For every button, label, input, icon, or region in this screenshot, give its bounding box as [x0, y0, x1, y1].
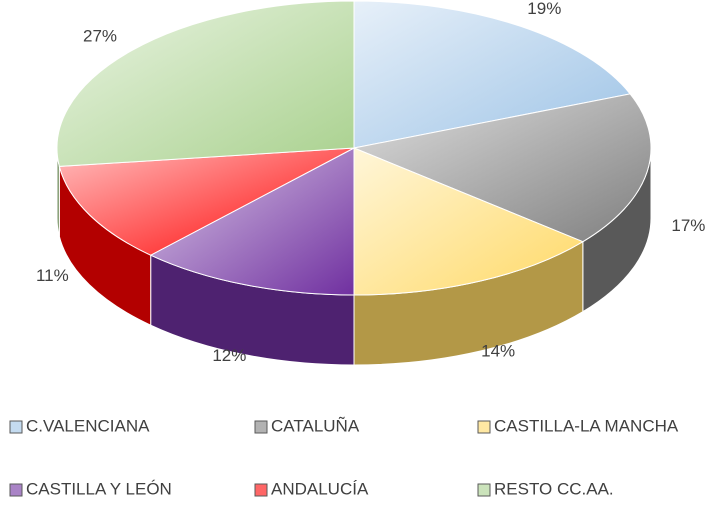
legend-label: CASTILLA Y LEÓN	[26, 479, 172, 498]
data-label: 12%	[212, 346, 246, 365]
data-label: 17%	[671, 216, 705, 235]
legend-label: ANDALUCÍA	[271, 479, 369, 498]
legend-label: CATALUÑA	[271, 416, 360, 435]
legend-swatch	[254, 420, 268, 434]
labels: 19% 17% 14% 12% 11% 27%	[36, 0, 705, 365]
data-label: 27%	[83, 27, 117, 46]
legend-swatch	[477, 483, 491, 497]
data-label: 19%	[527, 0, 561, 18]
pie-slice	[149, 147, 355, 296]
legend-swatch	[477, 420, 491, 434]
pie-slice	[352, 93, 652, 243]
legend-swatch	[9, 420, 23, 434]
pie-tops	[56, 0, 652, 296]
legend-label: CASTILLA-LA MANCHA	[494, 416, 679, 435]
pie-slice	[56, 0, 355, 167]
pie-slice	[58, 147, 355, 256]
legend-label: C.VALENCIANA	[26, 416, 150, 435]
legend-swatch	[254, 483, 268, 497]
legend-label: RESTO CC.AA.	[494, 479, 614, 498]
legend-swatch	[9, 483, 23, 497]
pie-slice	[353, 147, 584, 296]
pie-sides	[56, 147, 652, 366]
data-label: 11%	[36, 266, 69, 285]
pie-slice	[353, 0, 632, 149]
legend: C.VALENCIANA CATALUÑA CASTILLA-LA MANCHA CA…	[9, 416, 679, 498]
data-label: 14%	[481, 342, 515, 361]
